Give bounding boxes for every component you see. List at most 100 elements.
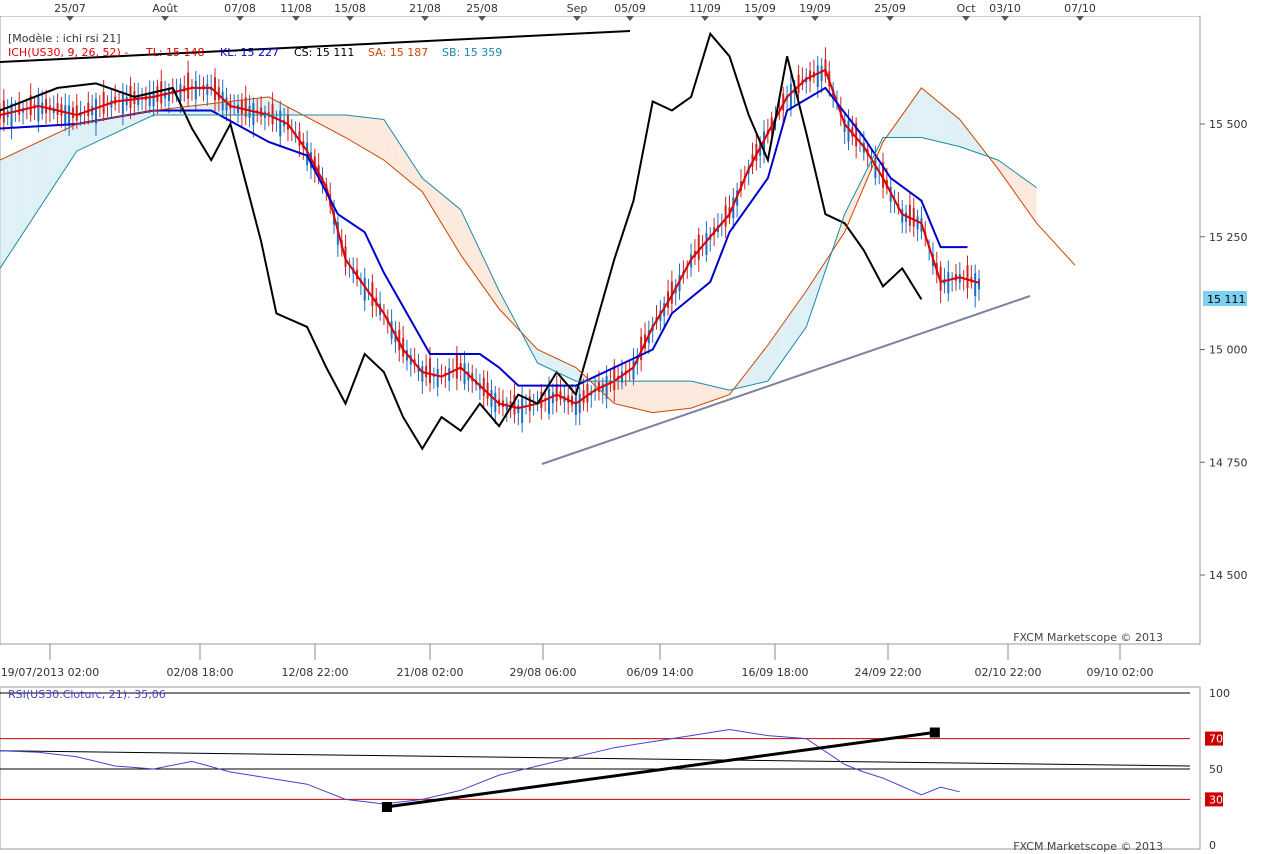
candle-body: [41, 102, 44, 114]
candle-body: [244, 97, 247, 117]
support-trendline[interactable]: [541, 295, 1031, 465]
cloud-segment: [929, 94, 937, 142]
rsi-level-label: 70: [1209, 733, 1223, 746]
candle-body: [221, 91, 224, 111]
rsi-level-label: 100: [1209, 687, 1230, 700]
candle-body: [214, 77, 216, 101]
rsi-plot: 100 70 50 30 0: [0, 687, 1230, 852]
price-tag: [1203, 291, 1247, 306]
legend: TL: 15 148 KL: 15 227 CS: 15 111 SA: 15 187…: [145, 46, 502, 59]
top-date-axis: 25/07 Août 07/08 11/08 15/08 21/08 25/08 Sep 05/…: [54, 2, 1096, 21]
cloud-segment: [890, 120, 899, 138]
candle-body: [455, 353, 458, 379]
cloud-segment: [138, 111, 146, 123]
candle-body: [482, 377, 485, 397]
candle-body: [605, 376, 608, 399]
cloud-segment: [698, 382, 707, 406]
top-date-label: 07/08: [224, 2, 256, 15]
cloud-segment: [368, 117, 377, 156]
candle-body: [252, 103, 255, 126]
bottom-date-strip: [0, 660, 1200, 686]
cloud-segment: [122, 114, 131, 130]
cloud-segment: [53, 131, 62, 187]
candle-body: [114, 96, 117, 105]
cloud-segment: [414, 166, 423, 192]
top-date-label: 11/09: [689, 2, 721, 15]
indicator-title: ICH(US30, 9, 26, 52) -: [8, 46, 128, 59]
candle-body: [912, 208, 915, 227]
candle-body: [2, 100, 5, 123]
upper-trendline[interactable]: [0, 30, 631, 63]
cloud-segment: [314, 114, 323, 126]
rsi-watermark: FXCM Marketscope © 2013: [1013, 840, 1163, 853]
candle-body: [87, 102, 90, 116]
rsi-level-label: 30: [1209, 793, 1223, 806]
candle-body: [958, 274, 961, 283]
candle-body: [490, 390, 493, 407]
cloud-segment: [391, 131, 400, 173]
candle-body: [901, 209, 904, 223]
top-date-marker: [66, 16, 74, 21]
cloud-segment: [1028, 182, 1037, 224]
candle-body: [613, 365, 616, 391]
series-sb: [0, 114, 1037, 391]
kumo-cloud: [0, 87, 1037, 413]
cloud-segment: [445, 197, 454, 243]
cloud-segment: [529, 341, 538, 364]
bottom-date-label: 09/10 02:00: [1087, 666, 1154, 679]
cloud-segment: [975, 139, 983, 155]
candle-body: [521, 397, 524, 423]
cloud-segment: [760, 344, 768, 383]
cloud-segment: [675, 381, 684, 410]
candle-body: [916, 216, 919, 230]
candle-body: [286, 114, 289, 130]
legend-item: SA: 15 187: [368, 46, 428, 59]
cloud-segment: [7, 152, 16, 257]
cloud-segment: [46, 134, 54, 198]
candle-body: [160, 81, 163, 104]
candle-body: [947, 272, 950, 294]
candle-body: [667, 291, 670, 308]
candle-body: [755, 143, 758, 162]
cloud-segment: [629, 381, 638, 410]
candle-body: [217, 87, 220, 100]
candle-body: [148, 92, 151, 106]
cloud-segment: [422, 178, 430, 205]
cloud-segment: [1013, 171, 1022, 202]
candle-body: [632, 360, 635, 380]
cloud-segment: [383, 119, 392, 167]
candle-body: [45, 99, 48, 113]
cloud-segment: [967, 129, 976, 152]
cloud-segment: [683, 381, 692, 410]
candle-body: [156, 86, 159, 102]
cloud-segment: [76, 122, 85, 152]
candle-body: [548, 388, 551, 414]
cloud-segment: [376, 118, 384, 161]
candle-body: [789, 83, 792, 110]
legend-item: CS: 15 111: [294, 46, 354, 59]
candle-body: [121, 92, 124, 115]
bottom-date-label: 29/08 06:00: [510, 666, 577, 679]
candle-body: [0, 108, 1, 119]
candle-body: [167, 88, 170, 101]
rsi-title: RSI(US30.Cloturc, 21): 35,06: [8, 688, 166, 701]
top-date-marker: [573, 16, 581, 21]
candle-body: [820, 66, 823, 82]
cloud-segment: [38, 138, 47, 210]
bottom-date-axis: 19/07/2013 02:00 02/08 18:00 12/08 22:00 21…: [1, 644, 1154, 679]
price-axis: 15 500 15 250 15 000 14 750 14 500: [1200, 118, 1248, 582]
cloud-segment: [430, 184, 438, 217]
candle-body: [152, 91, 155, 107]
candle-body: [640, 336, 643, 361]
top-date-label: 07/10: [1064, 2, 1096, 15]
candle-body: [425, 365, 428, 378]
candle-body: [363, 277, 366, 301]
legend-item: KL: 15 227: [220, 46, 279, 59]
top-date-label: Sep: [567, 2, 588, 15]
candle-body: [528, 396, 531, 411]
top-date-marker: [962, 16, 970, 21]
candle-body: [436, 368, 439, 387]
top-date-marker: [1001, 16, 1009, 21]
candle-body: [705, 233, 708, 255]
price-tick-label: 15 000: [1209, 344, 1248, 357]
